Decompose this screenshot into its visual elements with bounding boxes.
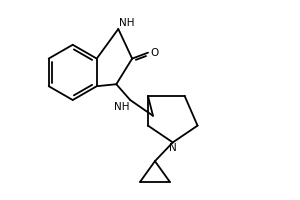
Text: O: O — [150, 48, 158, 58]
Text: N: N — [169, 143, 177, 153]
Text: NH: NH — [119, 18, 135, 28]
Text: NH: NH — [114, 102, 129, 112]
